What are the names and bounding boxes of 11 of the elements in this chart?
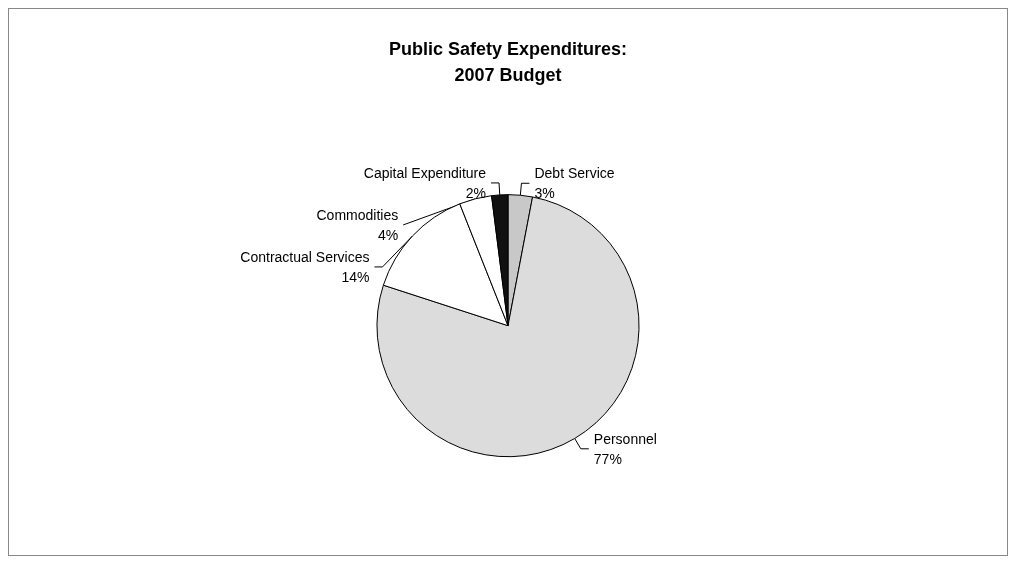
data-label: 14%: [341, 268, 370, 285]
data-label: 77%: [593, 450, 622, 467]
data-label: 3%: [534, 185, 555, 202]
data-label: 4%: [377, 226, 399, 243]
slice-label: Commodities: [316, 206, 399, 223]
slice-label: Contractual Services: [240, 248, 370, 265]
slice-label: Debt Service: [534, 165, 615, 182]
chart-title: Public Safety Expenditures: 2007 Budget: [388, 39, 628, 85]
slice-label: Capital Expenditure: [363, 164, 487, 181]
data-label: 2%: [465, 184, 487, 201]
slice-label: Personnel: [593, 430, 657, 447]
